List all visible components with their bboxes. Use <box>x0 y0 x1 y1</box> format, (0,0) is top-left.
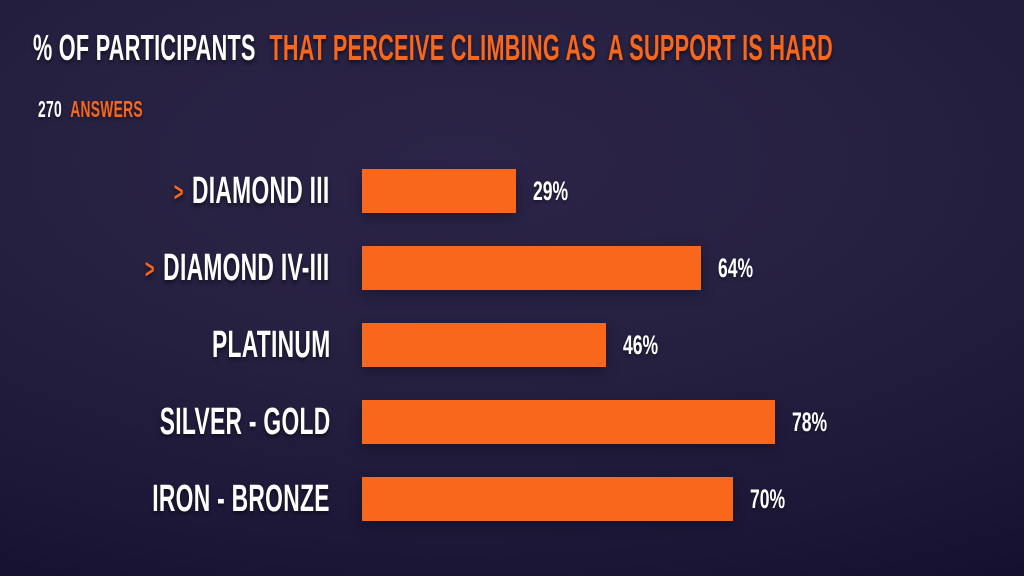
arrow-marker: > <box>174 177 185 207</box>
answers-count: 270 <box>38 96 62 122</box>
page-title: % OF PARTICIPANTS THAT PERCEIVE CLIMBING… <box>33 30 1024 66</box>
chart-row: > DIAMOND III 29% <box>0 169 1024 213</box>
title-white-part: % OF PARTICIPANTS <box>33 27 256 68</box>
bar <box>362 400 776 444</box>
bar-track: 29% <box>362 169 892 213</box>
title-orange-part: THAT PERCEIVE CLIMBING AS A SUPPORT IS H… <box>269 27 833 68</box>
category-name: PLATINUM <box>211 324 330 366</box>
category-name: SILVER - GOLD <box>159 401 330 443</box>
chart-row: PLATINUM 46% <box>0 323 1024 367</box>
category-text-wrap: > DIAMOND III <box>174 172 330 210</box>
category-text-wrap: SILVER - GOLD <box>159 403 330 441</box>
value-label: 64% <box>718 252 754 283</box>
subtitle-text-wrap: 270 ANSWERS <box>38 98 143 121</box>
bar-track: 64% <box>362 246 892 290</box>
bar <box>362 246 702 290</box>
bar-track: 70% <box>362 477 892 521</box>
chart-row: IRON - BRONZE 70% <box>0 477 1024 521</box>
value-label: 70% <box>750 483 786 514</box>
value-label: 46% <box>622 329 658 360</box>
bar <box>362 323 606 367</box>
category-text-wrap: PLATINUM <box>212 326 331 364</box>
bar-track: 46% <box>362 323 892 367</box>
value-label: 29% <box>532 175 568 206</box>
bar <box>362 477 733 521</box>
chart-row: SILVER - GOLD 78% <box>0 400 1024 444</box>
category-label: PLATINUM <box>0 326 330 364</box>
category-label: > DIAMOND IV-III <box>0 249 330 287</box>
title-text-wrap: % OF PARTICIPANTS THAT PERCEIVE CLIMBING… <box>33 30 833 66</box>
answers-label: ANSWERS <box>70 96 143 122</box>
horizontal-bar-chart: > DIAMOND III 29% > DIAMOND IV-III 64% <box>0 169 1024 554</box>
chart-row: > DIAMOND IV-III 64% <box>0 246 1024 290</box>
answers-subtitle: 270 ANSWERS <box>38 98 213 121</box>
value-label: 78% <box>792 406 828 437</box>
arrow-marker: > <box>145 254 156 284</box>
category-name: DIAMOND III <box>192 170 330 212</box>
category-text-wrap: IRON - BRONZE <box>153 480 330 518</box>
category-name: IRON - BRONZE <box>152 478 330 520</box>
bar <box>362 169 516 213</box>
category-label: IRON - BRONZE <box>0 480 330 518</box>
bar-track: 78% <box>362 400 892 444</box>
category-label: SILVER - GOLD <box>0 403 330 441</box>
category-name: DIAMOND IV-III <box>163 247 330 289</box>
category-text-wrap: > DIAMOND IV-III <box>145 249 330 287</box>
category-label: > DIAMOND III <box>0 172 330 210</box>
